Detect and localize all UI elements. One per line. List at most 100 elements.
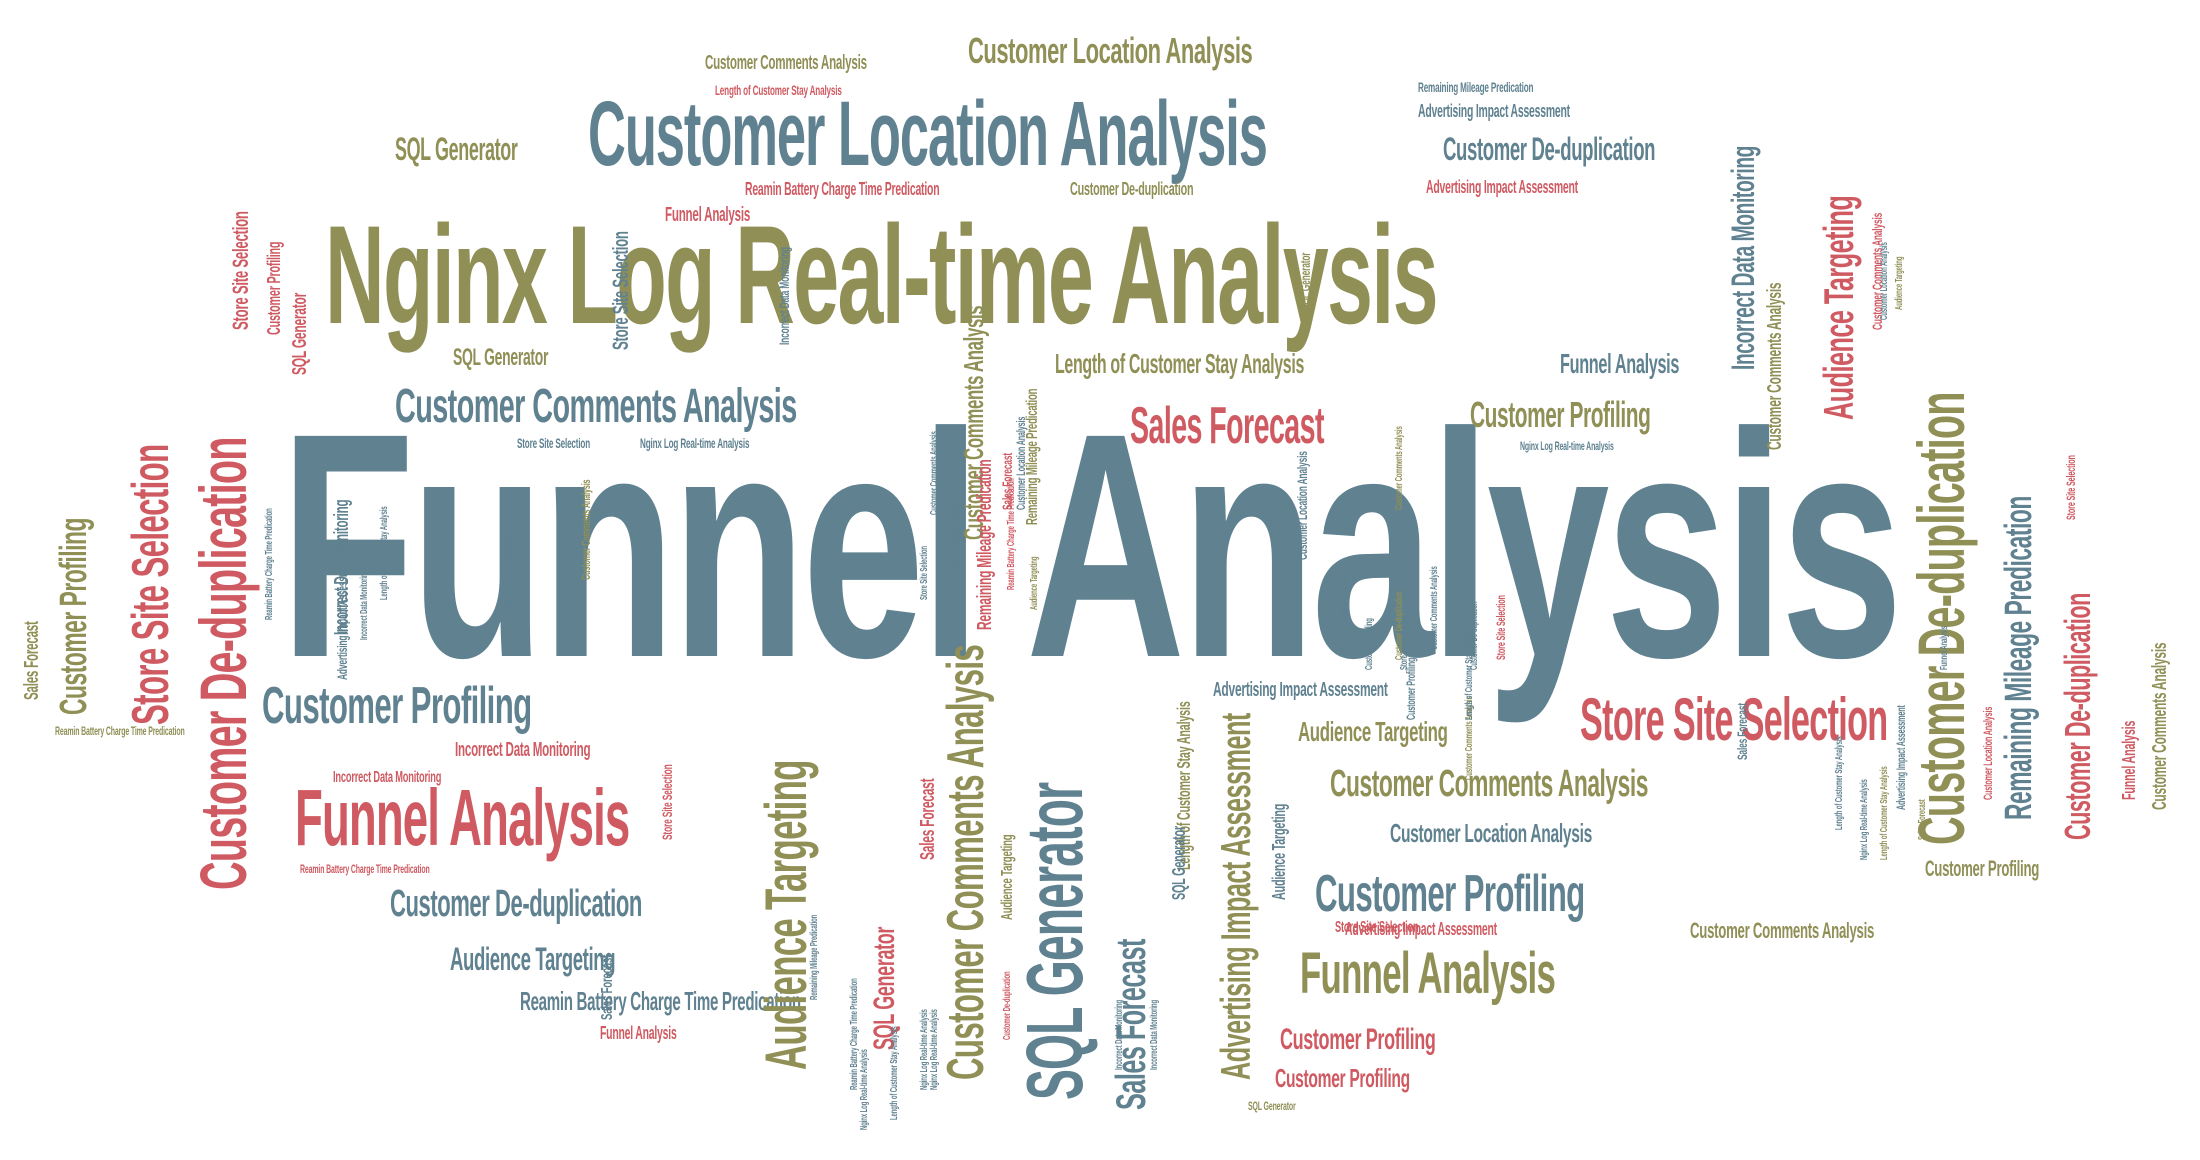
word: Reamin Battery Charge Time Predication	[264, 508, 275, 620]
word: SQL Generator	[1169, 826, 1189, 900]
word: Customer Location Analysis	[1879, 242, 1890, 320]
word: Audience Targeting	[1894, 256, 1905, 310]
word: Store Site Selection	[1335, 919, 1419, 936]
word: Funnel Analysis	[665, 204, 751, 226]
word: Nginx Log Real-time Analysis	[1859, 779, 1870, 860]
word: Nginx Log Real-time Analysis	[859, 1049, 870, 1130]
word: Customer Comments Analysis	[504, 536, 515, 620]
word: Customer Location Analysis	[1981, 706, 1995, 800]
word: Funnel Analysis	[1300, 941, 1556, 1006]
word: Funnel Analysis	[295, 773, 630, 862]
word: Store Site Selection	[919, 546, 930, 600]
word: Customer De-duplication	[1904, 392, 1978, 845]
word: Length of Customer Stay Analysis	[1055, 348, 1305, 379]
word: Reamin Battery Charge Time Predication	[520, 986, 801, 1016]
word: Audience Targeting	[450, 941, 616, 977]
word: Incorrect Data Monitoring	[455, 739, 591, 761]
word: Incorrect Data Monitoring	[359, 569, 370, 640]
word: Customer De-duplication	[390, 883, 642, 925]
word: Store Site Selection	[2064, 455, 2078, 520]
word: Customer Profiling	[262, 677, 532, 735]
word: Customer Comments Analysis	[1429, 566, 1440, 650]
word: Nginx Log Real-time Analysis	[929, 1009, 940, 1090]
word: Customer De-duplication	[1002, 971, 1013, 1040]
word: Customer Comments Analysis	[2149, 642, 2171, 810]
word: Remaining Mileage Predication	[974, 459, 996, 630]
word: Incorrect Data Monitoring	[1114, 999, 1125, 1070]
word: Customer Comments Analysis	[579, 479, 593, 580]
word: Funnel Analysis	[2119, 720, 2139, 800]
word: Advertising Impact Assessment	[334, 557, 350, 680]
word: Sales Forecast	[599, 954, 616, 1020]
word: Store Site Selection	[608, 231, 633, 350]
word: Customer De-duplication	[186, 437, 260, 890]
word: Customer Comments Analysis	[395, 380, 797, 433]
word: Store Site Selection	[659, 764, 675, 840]
word: Nginx Log Real-time Analysis	[640, 435, 750, 451]
word: Customer Location Analysis	[1390, 818, 1592, 848]
word: Advertising Impact Assessment	[1345, 919, 1497, 939]
word: Sales Forecast	[1734, 703, 1750, 760]
word: Sales Forecast	[917, 778, 939, 860]
word: SQL Generator	[395, 131, 518, 167]
word: Advertising Impact Assessment	[1426, 177, 1578, 197]
word: Funnel Analysis	[1560, 348, 1680, 379]
word: Length of Customer Stay Analysis	[1879, 766, 1890, 860]
word: Audience Targeting	[1029, 556, 1040, 610]
word: Advertising Impact Assessment	[1213, 679, 1388, 701]
word-nginx-log-main: Nginx Log Real-time Analysis	[325, 196, 1439, 353]
word: Customer Profiling	[1470, 394, 1651, 435]
word: Sales Forecast	[1130, 397, 1324, 455]
word: Customer De-duplication	[1394, 591, 1405, 660]
word: Customer Location Analysis	[968, 30, 1253, 71]
word: Advertising Impact Assessment	[1894, 705, 1908, 810]
word: Audience Targeting	[1815, 195, 1862, 420]
word: Reamin Battery Charge Time Predication	[300, 862, 430, 876]
word: Store Site Selection	[228, 211, 253, 330]
word: Sales Forecast	[999, 453, 1015, 510]
word: SQL Generator	[1248, 1099, 1296, 1113]
word: Incorrect Data Monitoring	[1725, 145, 1761, 370]
word: Reamin Battery Charge Time Predication	[745, 179, 940, 199]
word: Length of Customer Stay Analysis	[1834, 736, 1845, 830]
word: Customer Profiling	[53, 517, 95, 715]
word: Sales Forecast	[1917, 799, 1928, 840]
word: Customer Profiling	[264, 241, 284, 335]
word: Audience Targeting	[1298, 716, 1448, 747]
word: Customer De-duplication	[1070, 179, 1194, 199]
word: Audience Targeting	[1269, 803, 1289, 900]
word: Customer Comments Analysis	[1690, 918, 1875, 943]
word: Length of Customer Stay Analysis	[379, 506, 390, 600]
word: Customer Profiling	[1925, 856, 2040, 881]
word: Customer Profiling	[1364, 618, 1375, 670]
word: Customer Profiling	[1280, 1023, 1436, 1056]
word: Customer Profiling	[1275, 1063, 1410, 1093]
word: Store Site Selection	[1580, 686, 1888, 753]
word: Nginx Log Real-time Analysis	[1520, 439, 1614, 453]
word: Advertising Impact Assessment	[1212, 713, 1259, 1080]
word: Store Site Selection	[1494, 595, 1508, 660]
word: Remaining Mileage Predication	[809, 914, 820, 1000]
word: Sales Forecast	[21, 621, 43, 700]
word: Audience Targeting	[999, 834, 1016, 920]
word: Customer Location Analysis	[1294, 451, 1310, 560]
word: SQL Generator	[1297, 252, 1313, 310]
word: Store Site Selection	[517, 435, 591, 451]
word: Customer De-duplication	[1469, 601, 1480, 670]
word: SQL Generator	[1010, 782, 1099, 1100]
word: Customer De-duplication	[2057, 593, 2098, 840]
word: Length of Customer Stay Analysis	[889, 1026, 900, 1120]
word: Audience Targeting	[754, 760, 819, 1070]
word: Reamin Battery Charge Time Predication	[55, 724, 185, 738]
word: Store Site Selection	[122, 444, 180, 725]
word: Remaining Mileage Predication	[1998, 496, 2040, 820]
word: Customer Comments Analysis	[1394, 426, 1405, 510]
word: Customer Location Analysis	[588, 83, 1268, 185]
word: Length of Customer Stay Analysis	[715, 82, 842, 98]
word: Incorrect Data Monitoring	[776, 246, 792, 345]
word: Funnel Analysis	[600, 1023, 677, 1043]
word: Nginx Log Real-time Analysis	[1339, 569, 1350, 650]
word: Customer Profiling	[1315, 865, 1585, 923]
word: Remaining Mileage Predication	[1418, 79, 1534, 95]
